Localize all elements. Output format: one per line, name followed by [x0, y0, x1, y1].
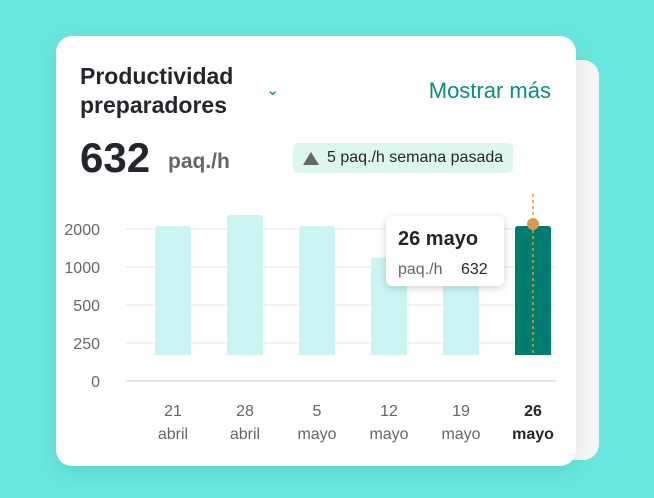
- y-tick-label: 250: [73, 336, 100, 353]
- title-line-2: preparadores: [80, 92, 228, 118]
- tooltip-date: 26 mayo: [398, 228, 479, 250]
- tooltip-label: paq./h: [398, 261, 443, 278]
- y-tick-label: 500: [73, 298, 100, 315]
- x-tick-label: 19: [452, 403, 470, 420]
- card-title[interactable]: Productividad preparadores: [80, 62, 233, 120]
- x-tick-label: 26: [524, 403, 542, 420]
- y-tick-label: 1000: [64, 260, 100, 277]
- bar-chart: 2000 1000 500 250 0 21 abril 28 abril 5 mayo 12 mayo…: [64, 194, 556, 443]
- change-badge: 5 paq./h semana pasada: [293, 143, 514, 173]
- show-more-link[interactable]: Mostrar más: [428, 78, 551, 103]
- bar: [299, 225, 335, 355]
- bar: [155, 225, 191, 355]
- x-tick-label: 5: [313, 403, 322, 420]
- triangle-up-icon: [303, 151, 319, 165]
- kpi-unit: paq./h: [168, 150, 230, 173]
- y-tick-label: 2000: [64, 222, 100, 239]
- y-tick-label: 0: [91, 374, 100, 391]
- chevron-down-icon[interactable]: ⌄: [266, 82, 280, 99]
- x-tick-label: mayo: [512, 426, 554, 443]
- x-tick-label: mayo: [369, 426, 408, 443]
- x-tick-label: 12: [380, 403, 398, 420]
- x-tick-label: 21: [164, 403, 182, 420]
- hover-marker: [527, 217, 539, 230]
- tooltip: 26 mayo paq./h 632: [386, 216, 504, 286]
- x-tick-label: abril: [158, 426, 188, 443]
- productivity-card: Productividad preparadores ⌄ Mostrar más…: [56, 36, 576, 466]
- x-tick-label: mayo: [441, 426, 480, 443]
- x-tick-label: abril: [230, 426, 260, 443]
- kpi-value: 632: [80, 134, 151, 181]
- x-tick-label: mayo: [297, 426, 336, 443]
- bar: [443, 274, 479, 355]
- title-line-1: Productividad: [80, 63, 234, 89]
- x-tick-label: 28: [236, 403, 254, 420]
- change-text: 5 paq./h semana pasada: [327, 149, 504, 166]
- bar: [227, 214, 263, 355]
- tooltip-value: 632: [461, 261, 488, 278]
